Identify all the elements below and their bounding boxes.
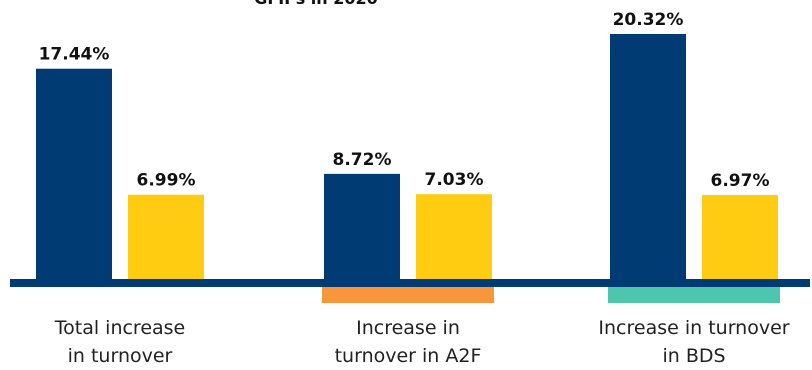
- category-label-1-line-2: in turnover: [68, 345, 173, 367]
- value-labels-group: 17.44% 8.72% 20.32% 6.99% 7.03% 6.97%: [39, 10, 770, 191]
- chart-title: GFIPs in 2020: [254, 0, 378, 8]
- value-label-series1-cat2: 8.72%: [333, 150, 392, 170]
- bar-series2-cat1: [128, 194, 204, 279]
- bar-series1-cat1: [36, 68, 112, 279]
- category-label-3-line-2: in BDS: [662, 345, 725, 367]
- category-label-1-line-1: Total increase: [54, 317, 186, 339]
- value-label-series1-cat1: 17.44%: [39, 45, 110, 65]
- value-label-series2-cat2: 7.03%: [425, 170, 484, 190]
- bar-series1-cat2: [324, 173, 400, 279]
- bar-series2-cat2: [416, 194, 492, 279]
- category-accents-group: [322, 287, 780, 303]
- category-label-2-line-2: turnover in A2F: [335, 345, 482, 367]
- bars-group: [36, 34, 778, 279]
- bar-series1-cat3: [610, 34, 686, 279]
- category-labels-group: Total increase in turnover Increase in turn…: [54, 317, 790, 367]
- baseline-axis: [10, 279, 810, 287]
- category-label-2-line-1: Increase in: [356, 317, 460, 339]
- value-label-series2-cat3: 6.97%: [711, 171, 770, 191]
- value-label-series1-cat3: 20.32%: [613, 10, 684, 30]
- category-label-3-line-1: Increase in turnover: [598, 317, 789, 339]
- category-accent-3: [608, 287, 780, 303]
- category-accent-2: [322, 287, 494, 303]
- bar-series2-cat3: [702, 194, 778, 279]
- value-label-series2-cat1: 6.99%: [137, 171, 196, 191]
